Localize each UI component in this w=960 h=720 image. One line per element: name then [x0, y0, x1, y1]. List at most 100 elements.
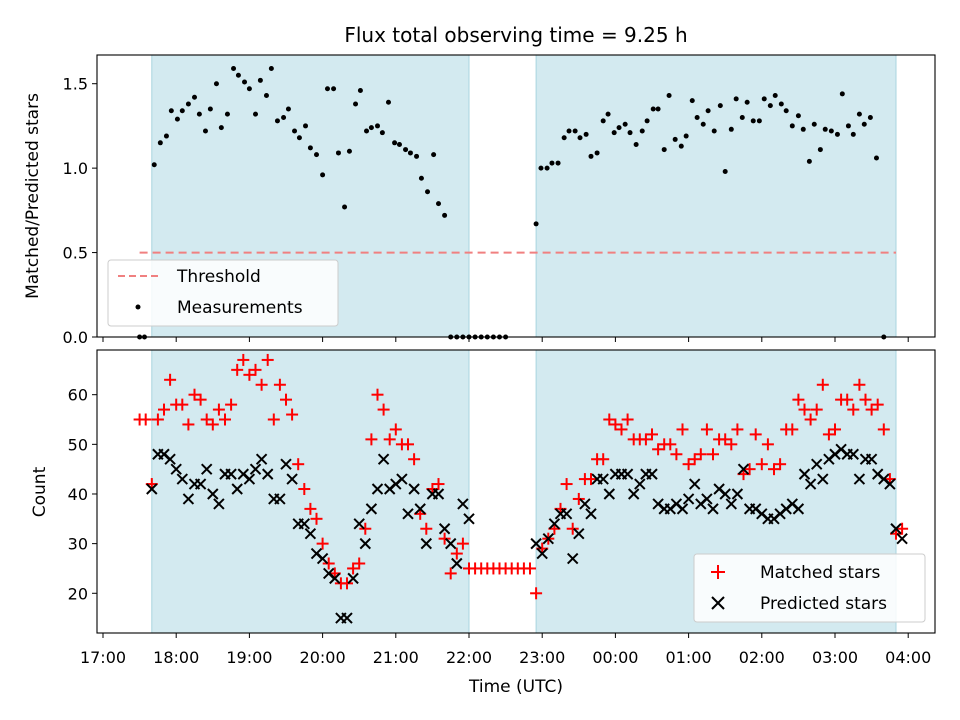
predicted-star-point [304, 527, 317, 540]
matched-star-point [743, 463, 756, 476]
measurement-point [296, 135, 302, 141]
predicted-star-point [603, 488, 616, 500]
matched-star-point [212, 403, 225, 416]
predicted-star-point [621, 468, 634, 480]
predicted-star-point [316, 552, 329, 565]
matched-star-point [365, 433, 378, 446]
predicted-star-point [707, 503, 719, 515]
matched-star-point [371, 388, 384, 401]
measurement-point [431, 152, 437, 158]
predicted-star-point [585, 508, 597, 520]
predicted-star-point [457, 498, 469, 510]
matched-star-point [707, 448, 719, 461]
matched-star-point [420, 522, 433, 535]
predicted-star-point [701, 493, 713, 505]
ratio-y-label: Matched/Predicted stars [23, 93, 43, 299]
matched-star-point [286, 408, 299, 421]
measurement-point [772, 93, 778, 99]
x-tick-label: 02:00 [739, 648, 785, 667]
x-axis-label: Time (UTC) [468, 677, 563, 697]
matched-star-point [249, 363, 262, 376]
measurement-point [650, 106, 656, 112]
counts-legend: Matched stars Predicted stars [693, 553, 926, 623]
matched-star-point [255, 378, 268, 391]
predicted-star-point [719, 488, 731, 500]
predicted-star-point [255, 453, 268, 465]
measurement-point [767, 103, 773, 109]
measurement-point [281, 114, 287, 120]
predicted-star-point [146, 483, 158, 495]
measurement-point [268, 66, 274, 72]
measurement-point [873, 155, 879, 161]
measurement-point [418, 175, 424, 181]
predicted-star-point [347, 572, 359, 585]
measurement-point [196, 111, 202, 117]
matched-star-point [298, 483, 311, 496]
predicted-star-point [451, 557, 463, 570]
measurement-point [342, 204, 348, 210]
predicted-star-point [542, 532, 555, 545]
matched-star-point [347, 562, 360, 575]
matched-star-point [408, 453, 421, 466]
predicted-star-point [371, 483, 384, 495]
measurement-point [285, 106, 291, 112]
measurement-point [672, 136, 678, 142]
measurement-point [583, 131, 589, 137]
predicted-star-point [329, 572, 341, 585]
matched-star-point [603, 413, 616, 426]
measurement-point [733, 96, 739, 102]
matched-star-point [597, 453, 610, 466]
measurement-point [566, 128, 572, 134]
predicted-star-point [536, 547, 548, 560]
x-tick-label: 17:00 [80, 648, 126, 667]
predicted-star-point [444, 537, 457, 550]
measurement-point [357, 87, 363, 93]
measurement-point [538, 165, 544, 171]
measurement-point [533, 221, 539, 227]
measurement-point [689, 98, 695, 104]
measurement-point [442, 212, 448, 218]
measurement-point [353, 101, 359, 107]
ratio-x-ticks [102, 337, 909, 342]
measurement-point [263, 93, 269, 99]
measurement-point [192, 94, 197, 100]
matched-star-point [194, 393, 207, 406]
y-tick-label: 0.0 [63, 328, 88, 347]
matched-star-point [560, 478, 573, 491]
matched-star-point [316, 537, 329, 550]
predicted-star-point [243, 473, 256, 485]
predicted-star-point [597, 473, 609, 485]
matched-star-point [359, 522, 372, 535]
matched-star-point [896, 522, 909, 535]
matched-star-point [615, 423, 628, 436]
y-tick-label: 40 [68, 485, 88, 504]
measurement-point [850, 131, 856, 137]
measurement-point [331, 86, 337, 92]
legend-matched-label: Matched stars [760, 563, 880, 583]
predicted-star-point [896, 532, 908, 545]
matched-star-point [719, 433, 732, 446]
x-tick-label: 01:00 [666, 648, 712, 667]
y-tick-label: 1.0 [63, 159, 88, 178]
measurement-point [639, 128, 645, 134]
matched-star-point [261, 353, 274, 366]
measurement-point [375, 123, 380, 129]
measurement-point [839, 91, 845, 97]
measurement-point [795, 113, 801, 119]
measurement-point [436, 201, 441, 207]
predicted-star-point [170, 463, 182, 475]
predicted-star-point [560, 508, 573, 520]
measurement-point [253, 111, 258, 117]
measurement-point [335, 150, 341, 156]
measurement-point [655, 106, 661, 112]
predicted-star-point [274, 493, 286, 505]
predicted-star-point [225, 468, 237, 480]
predicted-star-point [261, 468, 274, 480]
predicted-star-point [420, 537, 433, 550]
matched-star-point [304, 502, 317, 515]
time-x-axis: 17:00 18:00 19:00 20:00 21:00 22:00 23:00 00:00… [80, 633, 931, 667]
matched-star-point [688, 453, 701, 466]
matched-star-point [377, 403, 390, 416]
measurement-point [185, 101, 191, 107]
predicted-star-point [164, 453, 176, 465]
